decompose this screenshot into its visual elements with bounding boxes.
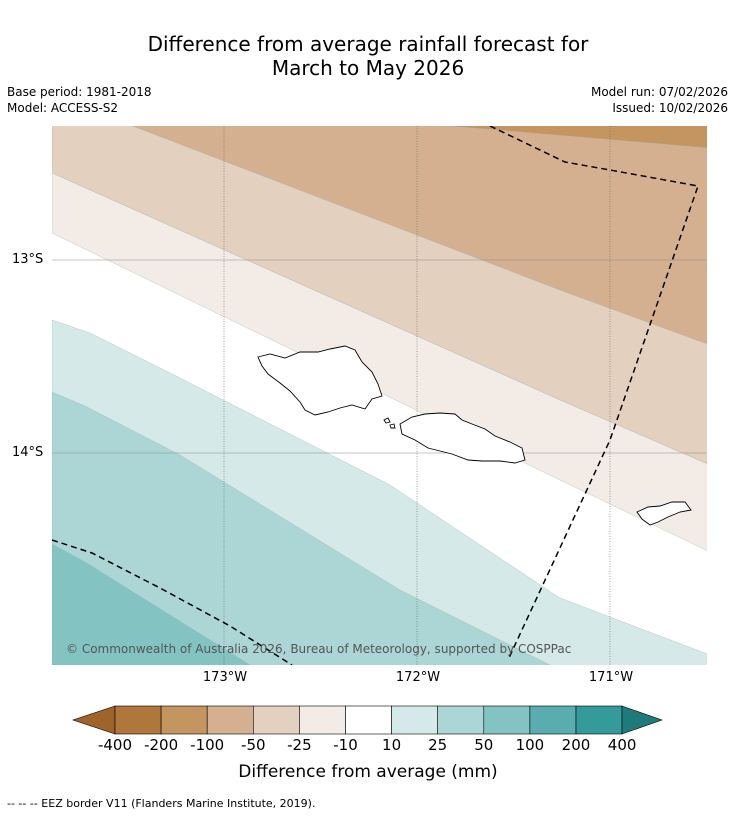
lat-gridlines (52, 259, 707, 454)
band-plus-50 (52, 543, 251, 665)
meta-left: Base period: 1981-2018 Model: ACCESS-S2 (7, 84, 152, 116)
eez-border-southwest (52, 539, 293, 665)
band-minus-25 (52, 126, 707, 464)
lon-label-173w: 173°W (202, 670, 248, 685)
colorbar-cell-p100-p200 (529, 705, 577, 735)
island-savaii (257, 345, 383, 416)
colorbar-cell-m25-m10 (299, 705, 346, 735)
colorbar-label-minus-50: -50 (241, 736, 266, 754)
colorbar-cell-m100-m50 (206, 705, 254, 735)
colorbar-cell-p50-p100 (483, 705, 531, 735)
colorbar-label-10: 10 (382, 736, 402, 754)
band-minus-10 (52, 172, 707, 551)
colorbar-label-minus-200: -200 (144, 736, 179, 754)
colorbar-extend-low (72, 705, 116, 735)
island-apolima (389, 423, 396, 429)
colorbar-label-50: 50 (474, 736, 494, 754)
colorbar-cell-m400-m200 (114, 705, 162, 735)
colorbar-cell-p10-p25 (391, 705, 439, 735)
meta-right: Model run: 07/02/2026 Issued: 10/02/2026 (591, 84, 728, 116)
issued-text: Issued: 10/02/2026 (612, 101, 728, 115)
chart-title-line1: Difference from average rainfall forecas… (147, 32, 589, 56)
model-text: Model: ACCESS-S2 (7, 101, 119, 115)
copyright-text: © Commonwealth of Australia 2026, Bureau… (66, 642, 571, 656)
lat-label-14s: 14°S (12, 445, 44, 460)
colorbar-label-400: 400 (607, 736, 637, 754)
lon-label-171w: 171°W (588, 670, 634, 685)
colorbar-label-25: 25 (428, 736, 448, 754)
chart-title-line2: March to May 2026 (271, 56, 465, 80)
islands (257, 345, 692, 526)
colorbar (72, 705, 663, 735)
colorbar-label-minus-400: -400 (97, 736, 133, 754)
island-tutuila (636, 501, 692, 526)
lat-label-13s: 13°S (12, 252, 44, 267)
colorbar-cell-m200-m100 (160, 705, 208, 735)
colorbar-cell-m50-m25 (253, 705, 300, 735)
colorbar-cell-m10-p10 (345, 705, 392, 735)
island-upolu (399, 412, 526, 464)
colorbar-label-100: 100 (515, 736, 545, 754)
colorbar-label-minus-100: -100 (190, 736, 225, 754)
colorbar-label-minus-25: -25 (287, 736, 312, 754)
eez-legend: -- -- -- EEZ border V11 (Flanders Marine… (7, 797, 316, 810)
colorbar-title: Difference from average (mm) (238, 762, 498, 782)
band-minus-100 (449, 126, 707, 148)
lon-label-172w: 172°W (395, 670, 441, 685)
colorbar-label-200: 200 (561, 736, 591, 754)
colorbar-extend-high (621, 705, 663, 735)
model-run-text: Model run: 07/02/2026 (590, 85, 728, 99)
band-plus-25 (52, 391, 551, 665)
eez-border-east (489, 126, 699, 661)
colorbar-cell-p200-p400 (575, 705, 623, 735)
map-panel: © Commonwealth of Australia 2026, Bureau… (52, 126, 707, 665)
colorbar-label-minus-10: -10 (333, 736, 358, 754)
island-manono (383, 417, 391, 424)
colorbar-cell-p25-p50 (437, 705, 485, 735)
base-period-text: Base period: 1981-2018 (7, 85, 152, 99)
